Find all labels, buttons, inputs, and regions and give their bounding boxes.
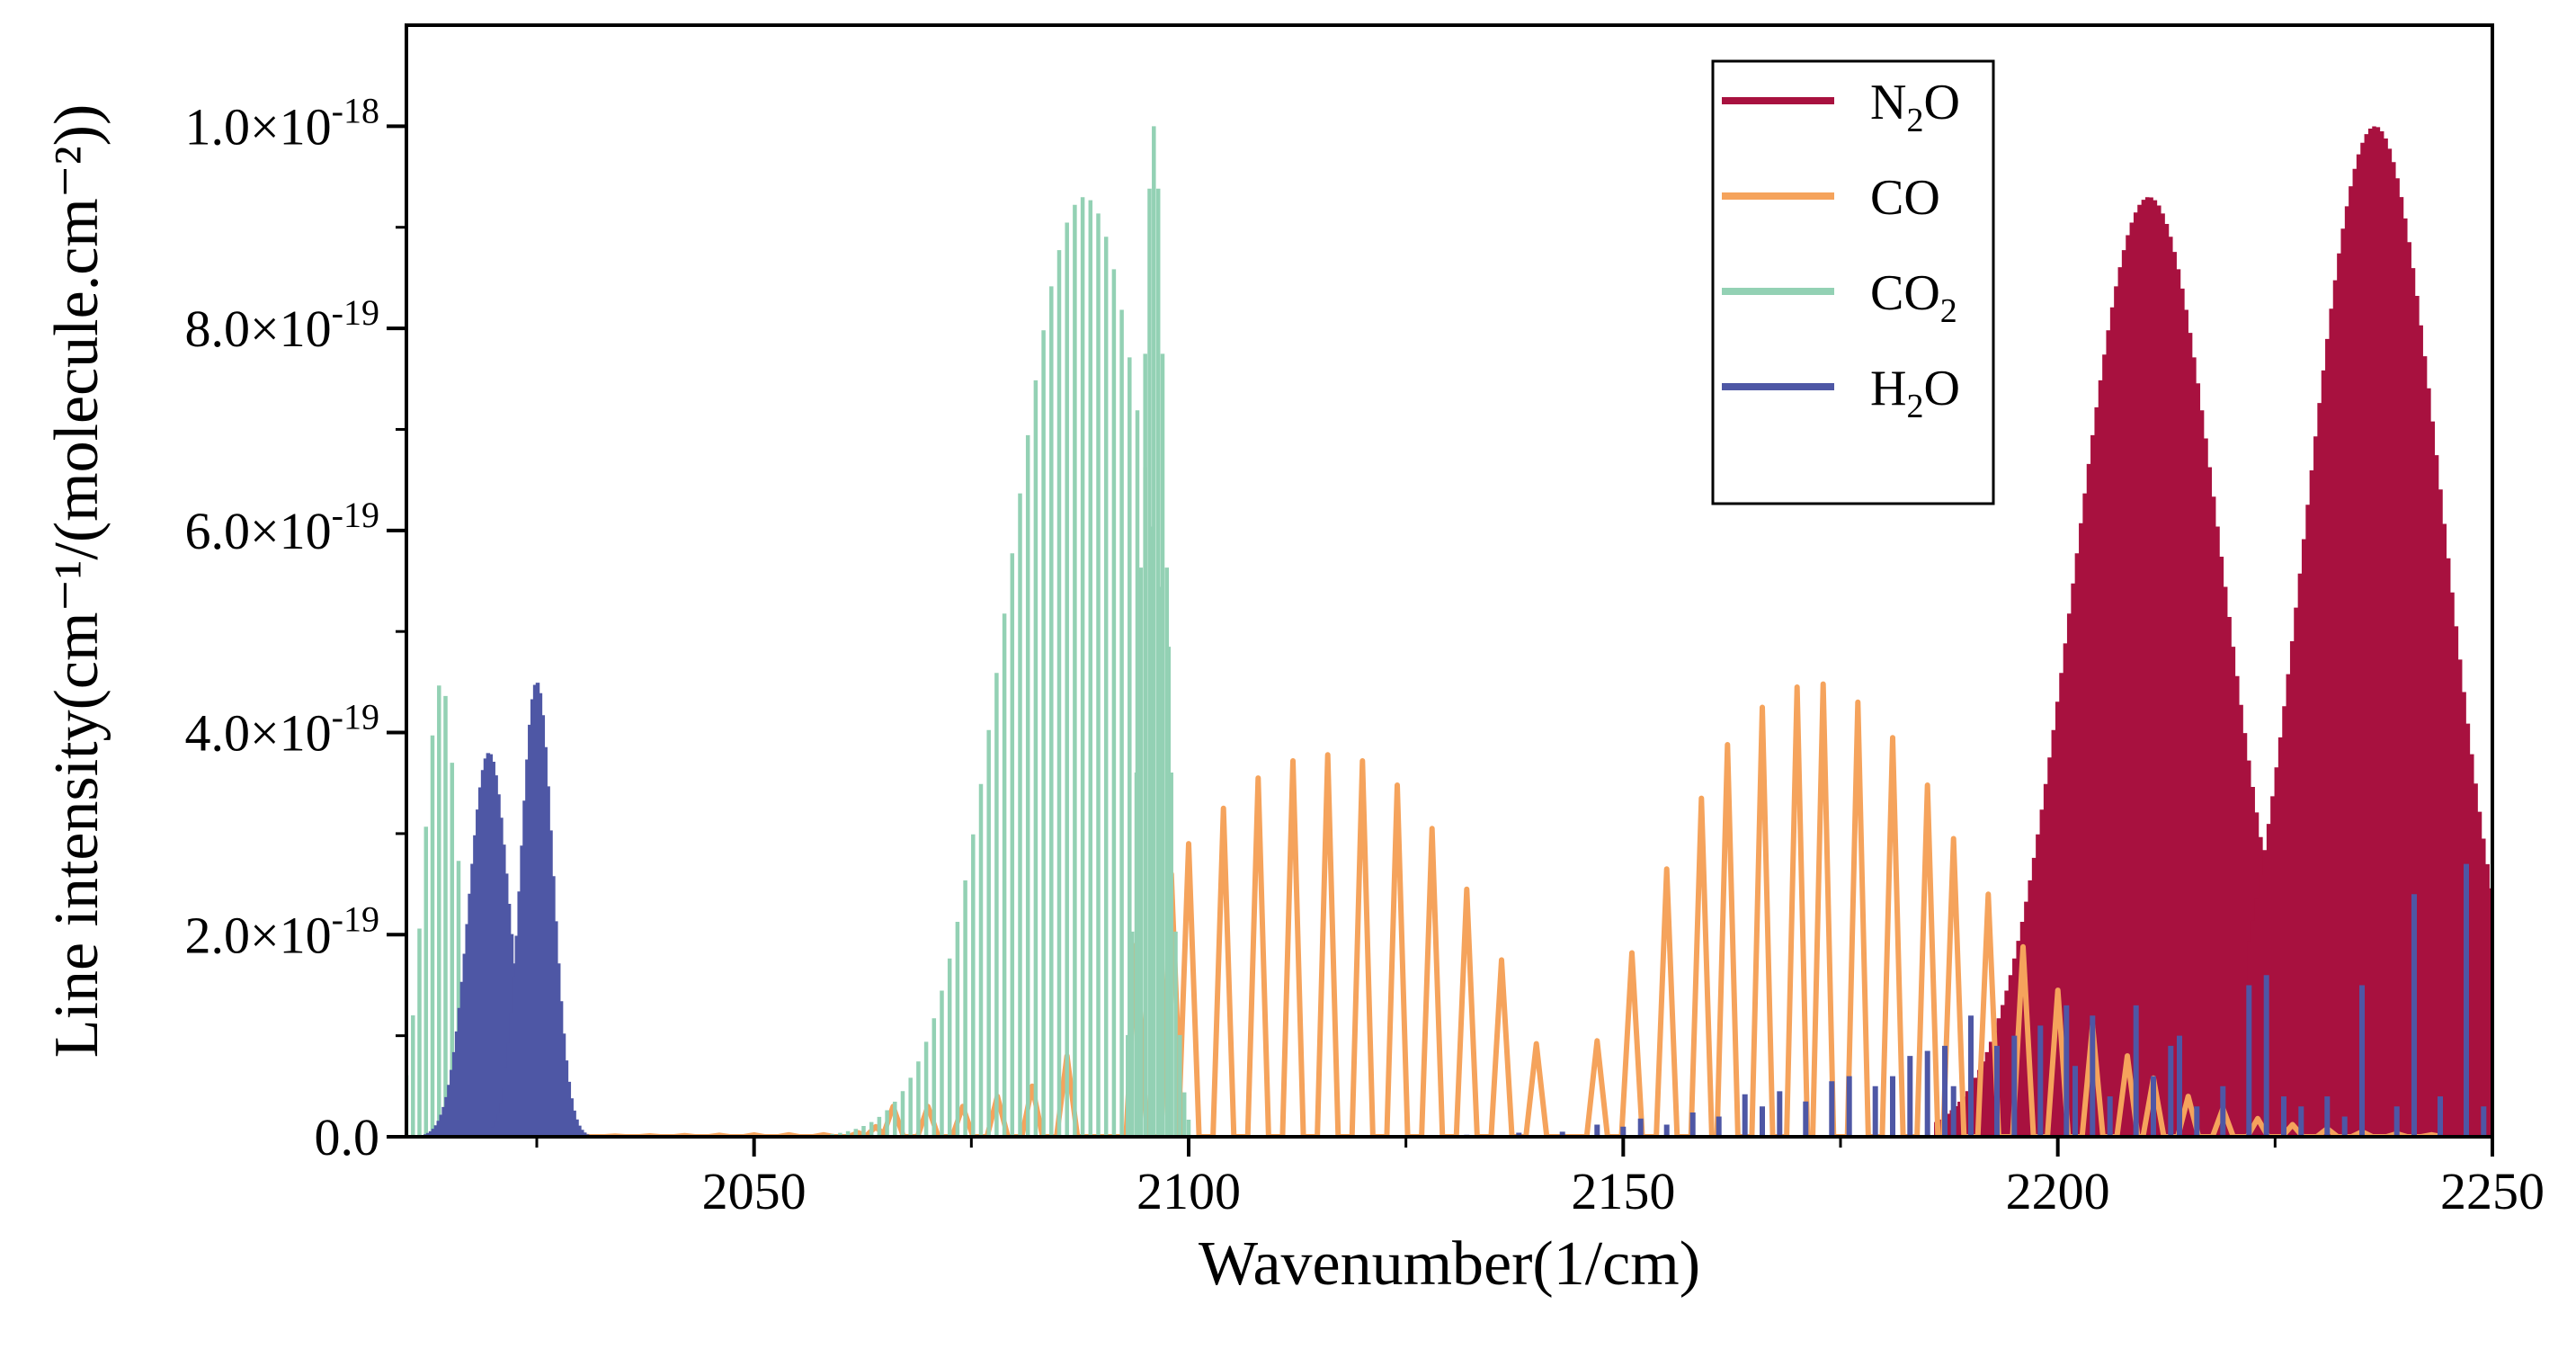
- plot-frame: [405, 23, 2494, 1139]
- legend-label: CO2: [1870, 265, 1957, 330]
- x-tick-label: 2050: [702, 1162, 807, 1220]
- legend: N2O CO CO2 H2O: [1711, 59, 1995, 505]
- series-line-h: [491, 683, 590, 1137]
- y-axis-label: Line intensity(cm⁻¹/(molecule.cm⁻²)): [42, 104, 111, 1059]
- x-axis-label: Wavenumber(1/cm): [1199, 1229, 1700, 1299]
- legend-box: [1711, 59, 1995, 505]
- series-layer: [406, 126, 2492, 1137]
- y-tick-label: 1.0×10-18: [184, 90, 379, 156]
- x-tick-label: 2250: [2440, 1162, 2545, 1220]
- x-axis: 2050 2100 2150 2200 2250: [535, 1137, 2545, 1220]
- y-tick-label: 4.0×10-19: [184, 697, 379, 763]
- legend-label: N2O: [1870, 75, 1960, 139]
- x-tick-label: 2150: [1571, 1162, 1675, 1220]
- y-axis: 0.0 2.0×10-19 4.0×10-19 6.0×10-19 8.0×10-19 1…: [184, 90, 406, 1166]
- y-tick-label: 0.0: [315, 1108, 380, 1166]
- x-tick-label: 2100: [1136, 1162, 1241, 1220]
- y-tick-label: 2.0×10-19: [184, 898, 379, 964]
- legend-label: H2O: [1870, 361, 1960, 425]
- x-tick-label: 2200: [2006, 1162, 2110, 1220]
- legend-label: CO: [1870, 170, 1940, 226]
- series-line-co: [798, 197, 1172, 1137]
- series-line-co: [1126, 126, 1191, 1137]
- y-tick-label: 6.0×10-19: [184, 495, 379, 560]
- y-tick-label: 8.0×10-19: [184, 292, 379, 358]
- series-line-n: [2247, 126, 2492, 1137]
